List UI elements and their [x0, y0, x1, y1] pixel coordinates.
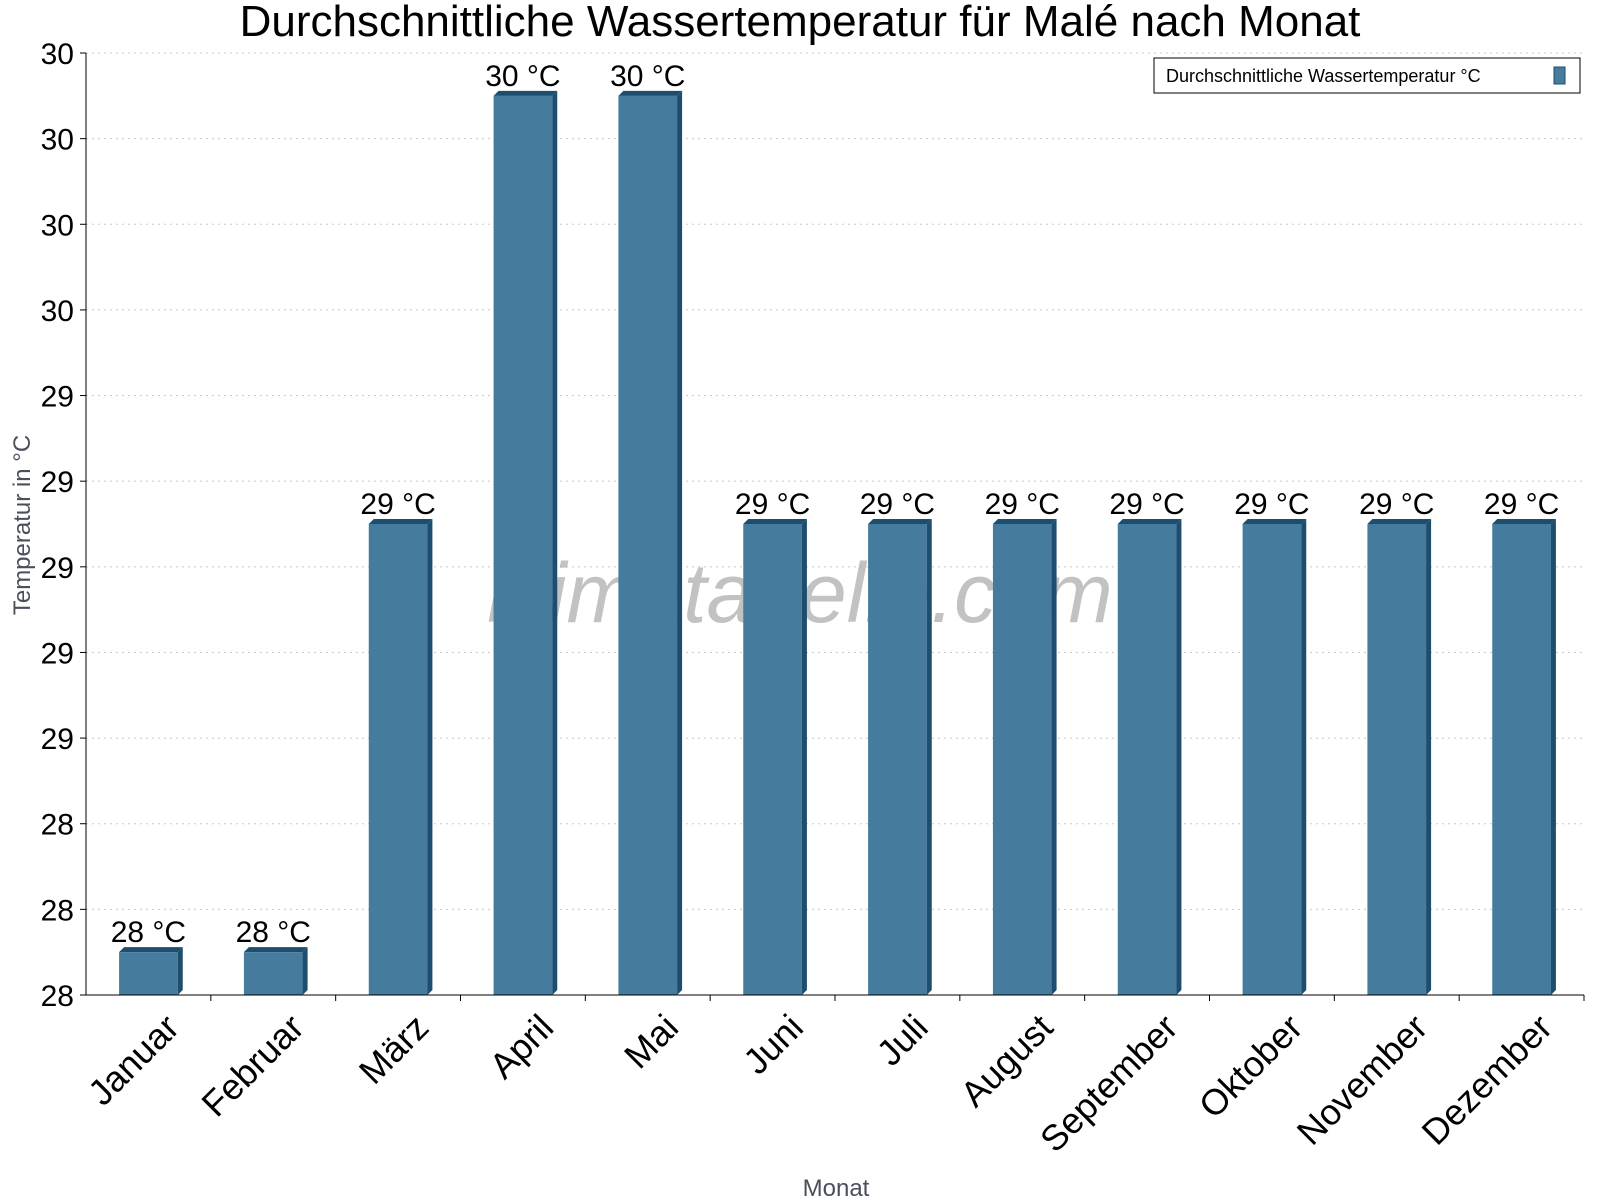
data-label: 29 °C: [860, 488, 935, 521]
bar-side: [552, 90, 558, 996]
y-tick-label: 29: [41, 466, 74, 499]
bar: [992, 524, 1052, 995]
x-tick-label: Mai: [616, 1006, 686, 1076]
bar-top: [1117, 519, 1182, 524]
y-tick-label: 28: [41, 809, 74, 842]
bar-side: [677, 90, 683, 996]
data-label: 29 °C: [1234, 488, 1309, 521]
y-tick-label: 30: [41, 209, 74, 242]
x-tick-label: Juni: [735, 1006, 811, 1082]
bar-top: [743, 519, 807, 524]
bar-side: [801, 519, 807, 995]
x-tick-label: Oktober: [1191, 1006, 1311, 1126]
data-label: 29 °C: [1484, 488, 1559, 521]
bar: [618, 95, 678, 996]
bar-top: [1242, 519, 1307, 524]
bar: [1492, 524, 1551, 995]
bar-side: [302, 947, 308, 995]
legend-box: [1153, 57, 1581, 94]
data-label: 28 °C: [236, 916, 311, 949]
bar-side: [1550, 519, 1556, 995]
legend-label: Durchschnittliche Wassertemperatur °C: [1166, 66, 1481, 86]
y-tick-label: 30: [41, 124, 74, 157]
bar: [119, 952, 178, 995]
bar-side: [926, 519, 932, 995]
bar: [243, 952, 303, 995]
data-label: 29 °C: [735, 488, 810, 521]
bar-top: [1367, 519, 1432, 524]
bar-side: [1301, 519, 1307, 995]
bar-side: [177, 947, 183, 995]
bar-top: [243, 947, 308, 953]
data-label: 29 °C: [1109, 488, 1184, 521]
x-tick-label: Januar: [80, 1006, 187, 1113]
data-label: 29 °C: [360, 488, 435, 521]
legend-swatch: [1553, 66, 1566, 85]
y-tick-label: 30: [41, 38, 74, 71]
bar: [743, 524, 802, 995]
data-label: 28 °C: [111, 916, 186, 949]
data-label: 30 °C: [485, 60, 560, 93]
bar: [368, 524, 428, 995]
bar-top: [493, 90, 558, 96]
data-labels: 28 °C 28 °C 29 °C 30 °C 30 °C 29 °C 29 °C 29 °C…: [111, 60, 1560, 949]
gridlines: [86, 52, 1584, 910]
bar-side: [427, 519, 433, 995]
bar-side: [1426, 519, 1432, 995]
bars: [119, 90, 1556, 996]
y-tick-label: 29: [41, 637, 74, 670]
y-tick-label: 29: [41, 723, 74, 756]
y-tick-label: 28: [41, 980, 74, 1013]
bar: [1242, 524, 1302, 995]
bar-top: [992, 519, 1057, 524]
y-axis-title: Temperatur in °C: [9, 435, 36, 615]
bar-side: [1051, 519, 1057, 995]
x-tick-label: Juli: [869, 1006, 936, 1073]
x-tick-label: April: [481, 1006, 561, 1086]
bar: [1367, 524, 1427, 995]
bar: [1117, 524, 1177, 995]
bar-top: [368, 519, 433, 524]
bar-top: [119, 947, 183, 953]
data-label: 30 °C: [610, 60, 685, 93]
chart-title: Durchschnittliche Wassertemperatur für M…: [240, 0, 1361, 46]
bar-top: [868, 519, 932, 524]
y-tick-label: 30: [41, 295, 74, 328]
x-tick-label: Februar: [193, 1006, 311, 1124]
y-tick-label: 29: [41, 552, 74, 585]
x-tick-label: März: [351, 1006, 437, 1092]
x-tick-label: November: [1289, 1006, 1435, 1152]
bar: [868, 524, 927, 995]
x-tick-label: August: [952, 1006, 1060, 1114]
y-tick-label: 28: [41, 894, 74, 927]
data-label: 29 °C: [985, 488, 1060, 521]
x-tick-label: Dezember: [1413, 1006, 1559, 1152]
bar-top: [618, 90, 683, 96]
x-axis-title: Monat: [803, 1175, 870, 1200]
bar-side: [1176, 519, 1182, 995]
y-tick-label: 29: [41, 381, 74, 414]
bar: [493, 95, 553, 996]
x-tick-label: September: [1032, 1006, 1186, 1160]
legend: Durchschnittliche Wassertemperatur °C: [1153, 57, 1581, 94]
bar-top: [1492, 519, 1556, 524]
data-label: 29 °C: [1359, 488, 1434, 521]
